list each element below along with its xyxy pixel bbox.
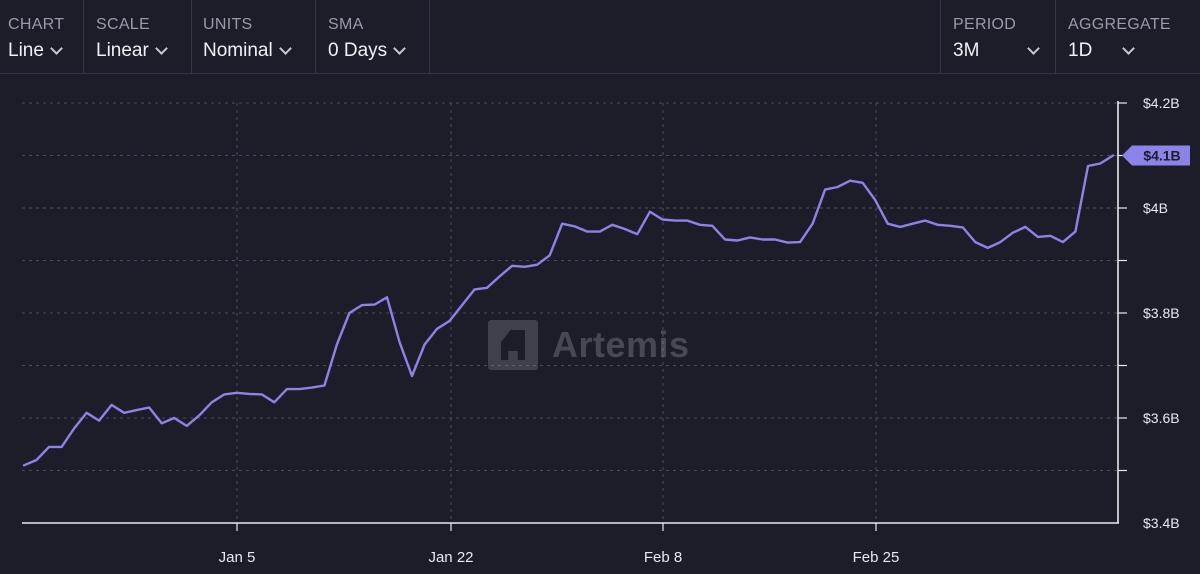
artemis-logo-icon: [488, 320, 538, 370]
units-label: UNITS: [203, 16, 253, 33]
y-tick-label: $3.8B: [1143, 305, 1180, 321]
x-tick-label: Feb 25: [853, 549, 900, 566]
sma-dropdown[interactable]: SMA 0 Days: [316, 0, 430, 73]
aggregate-value: 1D: [1068, 40, 1093, 61]
scale-label: SCALE: [96, 16, 150, 33]
sma-label: SMA: [328, 16, 364, 33]
chart-type-dropdown[interactable]: CHART Line: [0, 0, 84, 73]
units-dropdown[interactable]: UNITS Nominal: [192, 0, 316, 73]
watermark: Artemis: [488, 320, 690, 370]
chart-toolbar: CHART Line SCALE Linear UNITS Nominal SM…: [0, 0, 1200, 74]
sma-value: 0 Days: [328, 40, 388, 61]
chart-type-value: Line: [8, 40, 44, 61]
y-tick-label: $3.4B: [1143, 515, 1180, 531]
chart-grid: [22, 102, 1118, 523]
x-tick-label: Jan 22: [428, 549, 473, 566]
chevron-down-icon: [278, 42, 292, 55]
line-chart: $3.4B $3.6B $3.8B $4B $4.2B Jan 5 Jan 22 Feb 8 F…: [22, 95, 1190, 566]
aggregate-dropdown[interactable]: AGGREGATE 1D: [1056, 0, 1200, 73]
last-value-badge: [1122, 145, 1190, 166]
series-line-layer: [22, 154, 1115, 467]
chevron-down-icon: [50, 42, 63, 55]
y-tick-label: $4.2B: [1143, 95, 1180, 111]
y-tick-label: $4B: [1143, 200, 1168, 216]
scale-dropdown[interactable]: SCALE Linear: [84, 0, 192, 73]
units-value: Nominal: [203, 40, 273, 61]
last-value-label: $4.1B: [1143, 148, 1180, 164]
chart-axes: $3.4B $3.6B $3.8B $4B $4.2B Jan 5 Jan 22 Feb 8 F…: [22, 95, 1180, 566]
aggregate-label: AGGREGATE: [1068, 16, 1171, 33]
x-tick-label: Jan 5: [219, 549, 256, 566]
watermark-text: Artemis: [552, 324, 690, 365]
chevron-down-icon: [154, 42, 168, 55]
chevron-down-icon: [1122, 42, 1135, 55]
last-value-marker: $4.1B: [1122, 145, 1190, 166]
x-tick-label: Feb 8: [644, 549, 682, 566]
chart-type-label: CHART: [8, 16, 65, 33]
series-line: [22, 154, 1115, 467]
chevron-down-icon: [1027, 42, 1040, 55]
period-dropdown[interactable]: PERIOD 3M: [940, 0, 1056, 73]
y-tick-label: $3.6B: [1143, 410, 1180, 426]
scale-value: Linear: [96, 40, 149, 61]
period-value: 3M: [953, 40, 980, 61]
period-label: PERIOD: [953, 16, 1017, 33]
chevron-down-icon: [393, 42, 407, 55]
